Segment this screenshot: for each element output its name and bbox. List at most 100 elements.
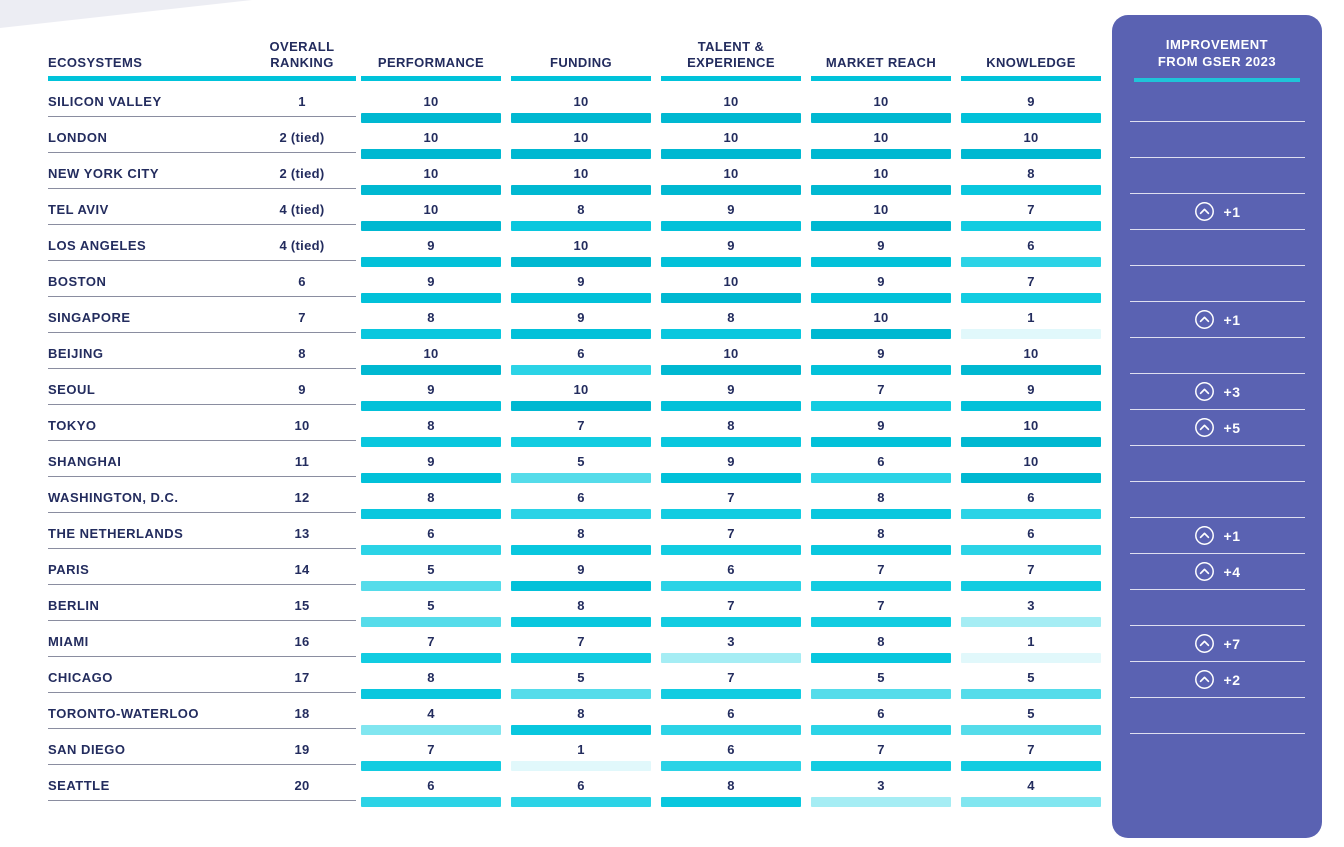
funding-cell: 8 xyxy=(506,693,656,735)
performance-cell: 9 xyxy=(356,369,506,411)
improvement-row: +1 xyxy=(1129,302,1305,338)
score-bar xyxy=(961,797,1101,807)
score-value: 6 xyxy=(727,706,735,721)
header-underline-performance xyxy=(361,76,501,81)
score-bar xyxy=(661,185,801,195)
header-market-reach: MARKET REACH xyxy=(825,54,937,70)
score-value: 8 xyxy=(877,490,885,505)
score-value: 9 xyxy=(877,238,885,253)
score-value: 5 xyxy=(1027,706,1035,721)
performance-cell: 10 xyxy=(356,117,506,159)
knowledge-cell: 9 xyxy=(956,81,1106,123)
improvement-row: +4 xyxy=(1129,554,1305,590)
score-bar xyxy=(961,617,1101,627)
talent-experience-cell: 9 xyxy=(656,369,806,411)
overall-ranking-value: 17 xyxy=(294,670,310,685)
score-value: 3 xyxy=(877,778,885,793)
score-value: 6 xyxy=(1027,490,1035,505)
improvement-row xyxy=(1129,482,1305,518)
score-value: 10 xyxy=(723,166,739,181)
score-value: 6 xyxy=(577,490,585,505)
knowledge-cell: 7 xyxy=(956,261,1106,303)
header-performance: PERFORMANCE xyxy=(377,54,485,70)
score-bar xyxy=(661,437,801,447)
score-bar xyxy=(811,509,951,519)
score-bar xyxy=(661,653,801,663)
funding-cell: 5 xyxy=(506,657,656,699)
talent-experience-cell: 7 xyxy=(656,585,806,627)
ecosystem-name: TEL AVIV xyxy=(48,202,109,217)
score-bar xyxy=(661,617,801,627)
header-underline-knowledge xyxy=(961,76,1101,81)
score-value: 5 xyxy=(877,670,885,685)
score-bar xyxy=(961,509,1101,519)
score-value: 7 xyxy=(427,634,435,649)
ecosystem-name: LONDON xyxy=(48,130,108,145)
funding-cell: 10 xyxy=(506,369,656,411)
table-row: TEL AVIV 4 (tied) 10 8 9 10 7 xyxy=(48,189,1106,231)
score-value: 7 xyxy=(1027,202,1035,217)
table-row: LONDON 2 (tied) 10 10 10 10 10 xyxy=(48,117,1106,159)
score-value: 6 xyxy=(577,778,585,793)
score-bar xyxy=(961,653,1101,663)
market-reach-cell: 10 xyxy=(806,189,956,231)
score-value: 10 xyxy=(423,166,439,181)
improvement-panel-title-line2: FROM GSER 2023 xyxy=(1157,53,1277,69)
score-bar xyxy=(661,293,801,303)
market-reach-cell: 7 xyxy=(806,369,956,411)
score-bar xyxy=(661,257,801,267)
score-value: 7 xyxy=(1027,274,1035,289)
score-bar xyxy=(961,725,1101,735)
improvement-row xyxy=(1129,86,1305,122)
improvement-row: +3 xyxy=(1129,374,1305,410)
score-bar xyxy=(811,149,951,159)
market-reach-cell: 6 xyxy=(806,693,956,735)
score-value: 6 xyxy=(577,346,585,361)
score-value: 7 xyxy=(427,742,435,757)
score-value: 9 xyxy=(577,310,585,325)
overall-ranking-value: 16 xyxy=(294,634,310,649)
score-bar xyxy=(811,221,951,231)
score-bar xyxy=(511,113,651,123)
score-value: 10 xyxy=(573,130,589,145)
improvement-value: +1 xyxy=(1223,311,1241,328)
score-value: 8 xyxy=(877,634,885,649)
improvement-row xyxy=(1129,698,1305,734)
score-bar xyxy=(361,473,501,483)
score-value: 10 xyxy=(873,130,889,145)
talent-experience-cell: 6 xyxy=(656,729,806,771)
score-value: 6 xyxy=(727,742,735,757)
score-value: 9 xyxy=(1027,94,1035,109)
score-bar xyxy=(661,545,801,555)
score-bar xyxy=(361,257,501,267)
ecosystem-name: BERLIN xyxy=(48,598,100,613)
score-bar xyxy=(811,365,951,375)
ecosystem-name: PARIS xyxy=(48,562,90,577)
performance-cell: 9 xyxy=(356,441,506,483)
score-bar xyxy=(961,257,1101,267)
score-bar xyxy=(511,437,651,447)
ecosystem-name: WASHINGTON, D.C. xyxy=(48,490,179,505)
ecosystem-name: MIAMI xyxy=(48,634,89,649)
talent-experience-cell: 3 xyxy=(656,621,806,663)
score-bar xyxy=(811,617,951,627)
score-value: 5 xyxy=(577,670,585,685)
score-value: 10 xyxy=(1023,454,1039,469)
score-value: 7 xyxy=(1027,742,1035,757)
overall-ranking-value: 19 xyxy=(294,742,310,757)
table-row: NEW YORK CITY 2 (tied) 10 10 10 10 8 xyxy=(48,153,1106,195)
knowledge-cell: 4 xyxy=(956,765,1106,807)
market-reach-cell: 10 xyxy=(806,297,956,339)
knowledge-cell: 6 xyxy=(956,225,1106,267)
score-value: 6 xyxy=(727,562,735,577)
score-value: 9 xyxy=(1027,382,1035,397)
overall-ranking-value: 10 xyxy=(294,418,310,433)
score-value: 10 xyxy=(723,130,739,145)
market-reach-cell: 9 xyxy=(806,225,956,267)
knowledge-cell: 10 xyxy=(956,117,1106,159)
ecosystem-name: SINGAPORE xyxy=(48,310,131,325)
funding-cell: 10 xyxy=(506,153,656,195)
score-value: 8 xyxy=(1027,166,1035,181)
funding-cell: 8 xyxy=(506,189,656,231)
score-bar xyxy=(511,797,651,807)
